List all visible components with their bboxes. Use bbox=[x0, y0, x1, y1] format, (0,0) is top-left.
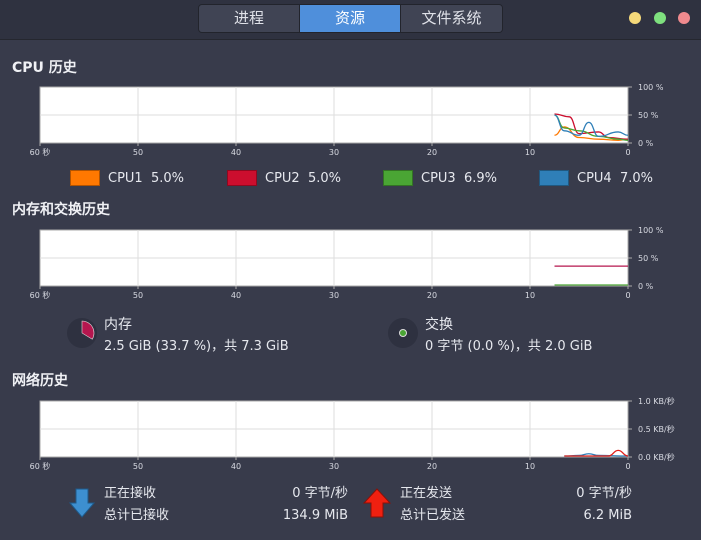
x-tick-label: 10 bbox=[525, 462, 535, 471]
swap-detail: 0 字节 (0.0 %)，共 2.0 GiB bbox=[425, 339, 593, 354]
x-tick-label: 20 bbox=[427, 462, 437, 471]
sending-labels: 正在发送 总计已发送 bbox=[400, 483, 465, 527]
sending-label: 正在发送 bbox=[400, 486, 453, 501]
x-tick-label: 50 bbox=[133, 148, 143, 157]
maximize-button[interactable] bbox=[654, 12, 666, 24]
total-received: 134.9 MiB bbox=[282, 508, 348, 523]
view-tabs: 进程 资源 文件系统 bbox=[198, 4, 503, 33]
cpu4-swatch[interactable] bbox=[539, 170, 569, 186]
legend-name: CPU3 bbox=[421, 170, 456, 186]
network-history-title: 网络历史 bbox=[12, 373, 68, 389]
tab-file-systems[interactable]: 文件系统 bbox=[401, 5, 502, 32]
x-tick-label: 20 bbox=[427, 291, 437, 300]
x-tick-label: 30 bbox=[329, 291, 339, 300]
legend-value: 5.0% bbox=[150, 170, 184, 186]
swap-info: 交换 0 字节 (0.0 %)，共 2.0 GiB bbox=[425, 314, 592, 358]
legend-name: CPU1 bbox=[108, 170, 143, 186]
x-tick-label: 0 bbox=[625, 148, 630, 157]
total-received-label: 总计已接收 bbox=[104, 508, 170, 523]
x-tick-label: 60 秒 bbox=[30, 147, 51, 157]
swap-indicator bbox=[399, 329, 407, 337]
total-sent: 6.2 MiB bbox=[583, 508, 632, 523]
receiving-values: 0 字节/秒 134.9 MiB bbox=[270, 483, 348, 527]
series-line-2 bbox=[554, 113, 629, 140]
memory-detail: 2.5 GiB (33.7 %)，共 7.3 GiB bbox=[104, 339, 289, 354]
tab-resources[interactable]: 资源 bbox=[300, 5, 401, 32]
x-tick-label: 50 bbox=[133, 462, 143, 471]
legend-name: CPU2 bbox=[265, 170, 300, 186]
cpu2-swatch[interactable] bbox=[227, 170, 257, 186]
series-line-3 bbox=[554, 114, 629, 141]
x-tick-label: 40 bbox=[231, 291, 241, 300]
sending-arrow-icon bbox=[363, 488, 391, 518]
x-tick-label: 60 秒 bbox=[30, 290, 51, 300]
x-tick-label: 30 bbox=[329, 462, 339, 471]
header-bar: 进程 资源 文件系统 bbox=[0, 0, 701, 40]
y-tick-label: 50 % bbox=[638, 254, 659, 263]
legend-cpu3: CPU3 6.9% bbox=[383, 170, 497, 186]
minimize-button[interactable] bbox=[629, 12, 641, 24]
memory-history-title: 内存和交换历史 bbox=[12, 202, 110, 218]
y-tick-label: 0 % bbox=[638, 282, 654, 291]
swap-label: 交换 bbox=[425, 317, 453, 333]
legend-value: 5.0% bbox=[307, 170, 341, 186]
x-tick-label: 30 bbox=[329, 148, 339, 157]
sending-rate: 0 字节/秒 bbox=[576, 486, 632, 501]
network-history-chart: 60 秒 50 40 30 20 10 0 1.0 KB/秒 0.5 KB/秒 0.0 KB/秒 bbox=[30, 396, 675, 471]
swap-pie-icon[interactable] bbox=[388, 318, 418, 348]
y-tick-label: 0.5 KB/秒 bbox=[638, 424, 675, 434]
memory-history-chart: 60 秒 50 40 30 20 10 0 100 % 50 % 0 % bbox=[30, 226, 664, 300]
series-line-2 bbox=[564, 449, 629, 457]
y-tick-label: 0.0 KB/秒 bbox=[638, 452, 675, 462]
memory-pie bbox=[81, 320, 95, 340]
legend-cpu2: CPU2 5.0% bbox=[227, 170, 341, 186]
memory-info: 内存 2.5 GiB (33.7 %)，共 7.3 GiB bbox=[104, 314, 289, 358]
close-button[interactable] bbox=[678, 12, 690, 24]
y-tick-label: 1.0 KB/秒 bbox=[638, 396, 675, 406]
y-tick-label: 0 % bbox=[638, 139, 654, 148]
tab-processes[interactable]: 进程 bbox=[199, 5, 300, 32]
x-tick-label: 60 秒 bbox=[30, 461, 51, 471]
receiving-arrow-icon bbox=[69, 488, 95, 518]
series-line-4 bbox=[554, 114, 629, 138]
x-tick-label: 50 bbox=[133, 291, 143, 300]
y-tick-label: 100 % bbox=[638, 83, 664, 92]
total-sent-label: 总计已发送 bbox=[400, 508, 466, 523]
memory-pie-icon[interactable] bbox=[67, 318, 97, 348]
memory-label: 内存 bbox=[104, 317, 132, 333]
cpu1-swatch[interactable] bbox=[70, 170, 100, 186]
x-tick-label: 0 bbox=[625, 462, 630, 471]
legend-value: 6.9% bbox=[463, 170, 497, 186]
x-tick-label: 40 bbox=[231, 148, 241, 157]
receiving-rate: 0 字节/秒 bbox=[292, 486, 348, 501]
legend-name: CPU4 bbox=[577, 170, 612, 186]
x-tick-label: 20 bbox=[427, 148, 437, 157]
x-tick-label: 40 bbox=[231, 462, 241, 471]
legend-value: 7.0% bbox=[619, 170, 653, 186]
x-tick-label: 10 bbox=[525, 148, 535, 157]
x-tick-label: 0 bbox=[625, 291, 630, 300]
x-tick-label: 10 bbox=[525, 291, 535, 300]
cpu3-swatch[interactable] bbox=[383, 170, 413, 186]
cpu-history-chart: 60 秒 50 40 30 20 10 0 100 % 50 % 0 % bbox=[30, 83, 664, 157]
y-tick-label: 50 % bbox=[638, 111, 659, 120]
y-tick-label: 100 % bbox=[638, 226, 664, 235]
legend-cpu1: CPU1 5.0% bbox=[70, 170, 184, 186]
legend-cpu4: CPU4 7.0% bbox=[539, 170, 653, 186]
receiving-labels: 正在接收 总计已接收 bbox=[104, 483, 169, 527]
cpu-history-title: CPU 历史 bbox=[12, 60, 77, 76]
sending-values: 0 字节/秒 6.2 MiB bbox=[560, 483, 632, 527]
receiving-label: 正在接收 bbox=[104, 486, 157, 501]
